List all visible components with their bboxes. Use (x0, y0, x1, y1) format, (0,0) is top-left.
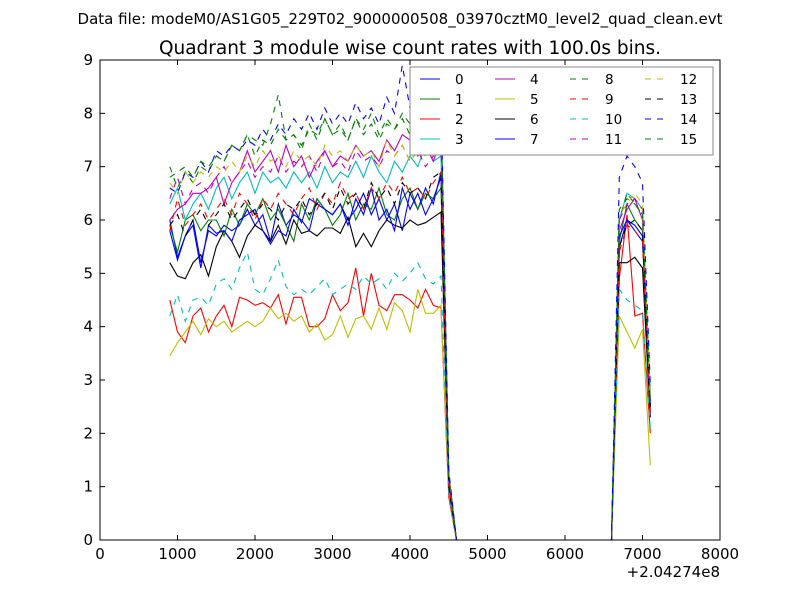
y-tick-label: 0 (83, 531, 93, 549)
x-tick-label: 0 (95, 545, 105, 563)
plot-lines (169, 65, 651, 541)
series-line-7 (169, 177, 651, 541)
legend-label-4: 4 (530, 72, 539, 88)
series-line-11 (169, 143, 651, 541)
legend-label-9: 9 (605, 92, 614, 108)
series-line-5 (169, 289, 651, 541)
y-tick-label: 1 (83, 478, 93, 496)
legend-label-11: 11 (605, 132, 622, 148)
x-tick-label: 8000 (701, 545, 739, 563)
x-tick-label: 2000 (236, 545, 274, 563)
legend-label-8: 8 (605, 72, 614, 88)
legend-label-0: 0 (455, 72, 464, 88)
y-tick-label: 8 (83, 104, 93, 122)
legend-label-3: 3 (455, 132, 464, 148)
legend-label-2: 2 (455, 112, 464, 128)
y-tick-label: 5 (83, 264, 93, 282)
legend-label-5: 5 (530, 92, 539, 108)
series-line-6 (169, 210, 651, 541)
axis-ticks: 0 1000 2000 3000 4000 5000 6000 7000 80000123456… (83, 51, 739, 563)
series-line-9 (169, 170, 651, 541)
series-line-2 (169, 214, 651, 541)
y-tick-label: 6 (83, 211, 93, 229)
legend-box (409, 66, 714, 156)
series-line-3 (169, 143, 651, 541)
y-tick-label: 4 (83, 318, 93, 336)
legend-label-15: 15 (680, 132, 697, 148)
y-tick-label: 3 (83, 371, 93, 389)
x-tick-label: 6000 (546, 545, 584, 563)
chart-title: Quadrant 3 module wise count rates with … (159, 38, 661, 59)
y-tick-label: 7 (83, 158, 93, 176)
series-line-13 (169, 170, 651, 541)
series-line-10 (169, 250, 651, 541)
x-offset-label: +2.04274e8 (627, 563, 720, 581)
legend-label-12: 12 (680, 72, 697, 88)
legend-label-14: 14 (680, 112, 697, 128)
suptitle: Data file: modeM0/AS1G05_229T02_90000005… (78, 10, 723, 29)
y-tick-label: 9 (83, 51, 93, 69)
legend-label-7: 7 (530, 132, 539, 148)
x-tick-label: 5000 (468, 545, 506, 563)
x-tick-label: 3000 (313, 545, 351, 563)
series-line-1 (169, 186, 651, 541)
legend-label-13: 13 (680, 92, 697, 108)
x-tick-label: 4000 (391, 545, 429, 563)
series-line-14 (169, 65, 651, 541)
x-tick-label: 7000 (623, 545, 661, 563)
y-tick-label: 2 (83, 424, 93, 442)
legend-label-1: 1 (455, 92, 464, 108)
x-tick-label: 1000 (158, 545, 196, 563)
series-line-0 (169, 171, 651, 541)
plot-frame (99, 59, 721, 541)
series-line-15 (169, 94, 651, 541)
legend-label-10: 10 (605, 112, 622, 128)
legend-label-6: 6 (530, 112, 539, 128)
